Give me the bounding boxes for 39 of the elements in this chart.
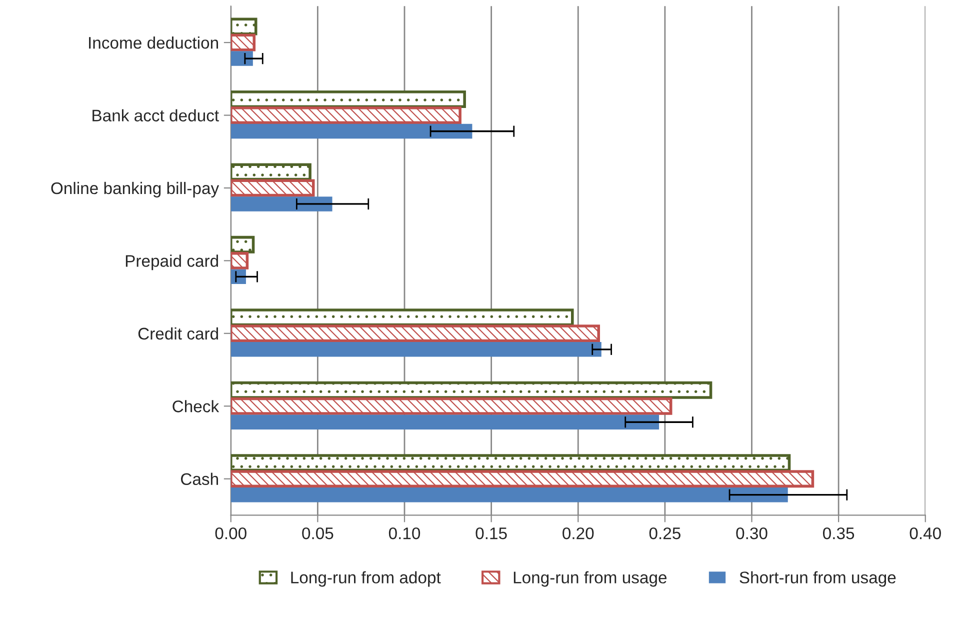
x-tick-label: 0.05 — [302, 527, 334, 540]
bar — [230, 308, 574, 326]
bar — [230, 252, 249, 270]
x-tick-label: 0.10 — [388, 527, 420, 540]
bar — [230, 34, 256, 52]
x-tick-label: 0.00 — [215, 527, 246, 540]
bar — [230, 196, 332, 212]
bar — [230, 106, 462, 124]
bar — [230, 414, 660, 430]
legend-label: Long-run from usage — [514, 571, 667, 587]
bar — [230, 179, 315, 197]
bar — [230, 124, 472, 139]
x-tick-label: 0.25 — [649, 527, 680, 540]
bar — [230, 51, 253, 66]
y-tick-label: Bank acct deduct — [92, 109, 219, 122]
y-tick-label: Income deduction — [89, 36, 218, 49]
x-tick-label: 0.15 — [476, 527, 507, 540]
y-tick-label: Credit card — [138, 327, 218, 340]
x-tick-label: 0.30 — [736, 527, 768, 540]
legend-label: Short-run from usage — [740, 571, 896, 587]
bar — [230, 397, 672, 415]
x-tick-label: 0.40 — [910, 527, 941, 540]
y-tick-label: Prepaid card — [126, 254, 218, 270]
y-tick-label: Cash — [181, 472, 218, 486]
bar — [230, 487, 788, 502]
bar — [230, 163, 312, 181]
bar — [230, 454, 791, 472]
x-tick-label: 0.35 — [823, 527, 854, 540]
bar — [230, 90, 466, 108]
bar — [230, 381, 712, 399]
bar — [230, 342, 602, 357]
bar — [230, 324, 600, 342]
x-tick-label: 0.20 — [562, 527, 594, 540]
y-tick-label: Check — [172, 400, 220, 412]
legend-label: Long-run from adopt — [291, 571, 441, 587]
y-tick-label: Online banking bill-pay — [51, 182, 220, 198]
bar — [230, 18, 258, 36]
bar — [230, 236, 255, 254]
bar — [230, 470, 814, 488]
